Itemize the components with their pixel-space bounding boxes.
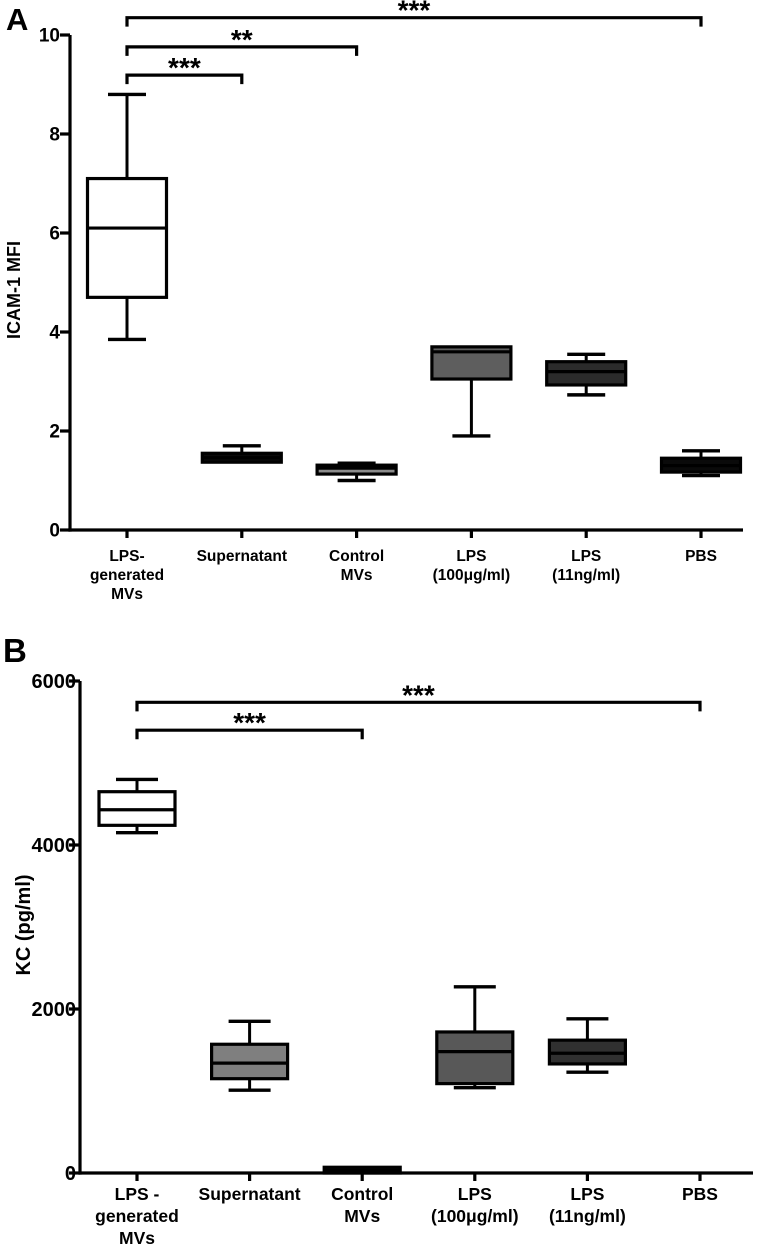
y-tick-label: 8 bbox=[49, 125, 60, 146]
x-category-label: LPS- bbox=[109, 548, 144, 565]
x-category-label: LPS bbox=[571, 548, 601, 565]
significance-bracket bbox=[125, 45, 359, 56]
box-5 bbox=[545, 360, 628, 387]
x-category-label: (11ng/ml) bbox=[549, 1206, 626, 1226]
x-category-label: generated bbox=[95, 1206, 179, 1226]
box-4 bbox=[435, 1030, 515, 1086]
y-tick-label: 4000 bbox=[32, 835, 77, 857]
x-category-label: PBS bbox=[682, 1184, 718, 1204]
significance-bracket bbox=[135, 728, 364, 740]
x-category-label: Control bbox=[329, 548, 384, 565]
significance-label: *** bbox=[398, 0, 431, 26]
x-category-label: Control bbox=[331, 1184, 393, 1204]
x-category-label: LPS bbox=[570, 1184, 604, 1204]
x-category-label: LPS - bbox=[115, 1184, 160, 1204]
x-category-label: generated bbox=[90, 567, 164, 584]
significance-label: ** bbox=[231, 24, 253, 55]
y-axis-title: ICAM-1 MFI bbox=[4, 241, 24, 339]
y-tick-label: 0 bbox=[65, 1163, 76, 1185]
significance-bracket bbox=[135, 700, 702, 712]
y-tick-label: 4 bbox=[49, 323, 60, 344]
box-2 bbox=[210, 1042, 290, 1081]
panel-letter: A bbox=[6, 2, 28, 37]
significance-label: *** bbox=[168, 52, 201, 83]
box-1 bbox=[85, 176, 169, 299]
y-tick-label: 2 bbox=[49, 422, 60, 443]
x-category-label: (11ng/ml) bbox=[552, 567, 620, 584]
significance-label: *** bbox=[233, 707, 266, 738]
panel-letter: B bbox=[3, 632, 27, 669]
x-category-label: MVs bbox=[344, 1206, 380, 1226]
x-category-label: (100μg/ml) bbox=[433, 567, 511, 584]
x-category-label: LPS bbox=[456, 548, 486, 565]
x-category-label: PBS bbox=[685, 548, 717, 565]
y-tick-label: 10 bbox=[39, 26, 60, 47]
x-category-label: (100μg/ml) bbox=[431, 1206, 519, 1226]
x-category-label: MVs bbox=[341, 567, 373, 584]
significance-bracket bbox=[125, 16, 703, 27]
y-axis-title: KC (pg/ml) bbox=[13, 874, 35, 975]
x-category-label: Supernatant bbox=[199, 1184, 301, 1204]
y-tick-label: 6000 bbox=[32, 671, 77, 693]
x-category-label: MVs bbox=[111, 586, 143, 603]
y-tick-label: 2000 bbox=[32, 999, 77, 1021]
significance-bracket bbox=[125, 73, 244, 85]
x-category-label: LPS bbox=[458, 1184, 492, 1204]
significance-label: *** bbox=[402, 679, 435, 710]
y-tick-label: 6 bbox=[49, 224, 60, 245]
x-category-label: MVs bbox=[119, 1228, 155, 1245]
y-tick-label: 0 bbox=[49, 521, 60, 542]
x-category-label: Supernatant bbox=[197, 548, 287, 565]
